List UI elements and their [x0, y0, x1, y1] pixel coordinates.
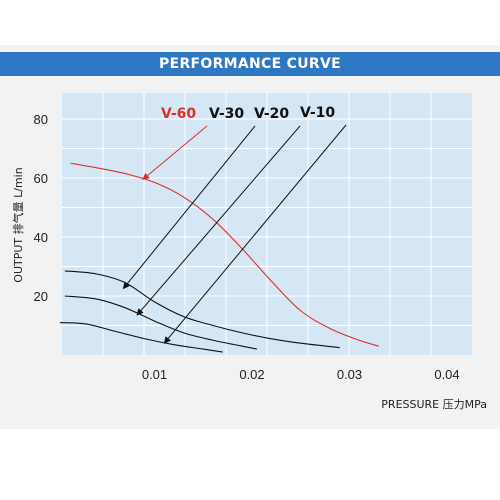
annotation-arrow-v-20: [136, 125, 301, 316]
y-tick-label: 20: [34, 289, 48, 304]
y-tick-label: 60: [34, 171, 48, 186]
series-label-v-60: V-60: [161, 106, 196, 122]
annotation-arrow-v-60: [142, 125, 208, 180]
series-line-v-60: [70, 162, 379, 347]
series-label-v-20: V-20: [254, 106, 289, 122]
x-tick-label: 0.04: [434, 367, 459, 382]
y-axis-label: OUTPUT 排气量 L/min: [11, 167, 25, 282]
y-tick-label: 80: [34, 112, 48, 127]
series-label-v-10: V-10: [300, 105, 335, 121]
series-label-v-30: V-30: [209, 106, 244, 122]
grid-lines: [62, 93, 472, 355]
tick-labels: 0.01 0.02 0.03 0.04 20 40 60 80: [34, 112, 460, 382]
series-group: [59, 162, 379, 353]
x-tick-label: 0.02: [239, 367, 264, 382]
annotation-arrow-v-10: [163, 124, 347, 344]
x-tick-label: 0.01: [142, 367, 167, 382]
series-line-v-10: [59, 322, 223, 353]
series-line-v-20: [64, 295, 257, 350]
chart-title: PERFORMANCE CURVE: [0, 52, 500, 76]
x-tick-label: 0.03: [337, 367, 362, 382]
x-axis-label: PRESSURE 压力MPa: [381, 398, 487, 411]
y-tick-label: 40: [34, 230, 48, 245]
annotation-group: V-60 V-30 V-20 V-10: [122, 105, 347, 344]
annotation-arrow-v-30: [122, 125, 256, 290]
series-line-v-30: [64, 270, 340, 349]
